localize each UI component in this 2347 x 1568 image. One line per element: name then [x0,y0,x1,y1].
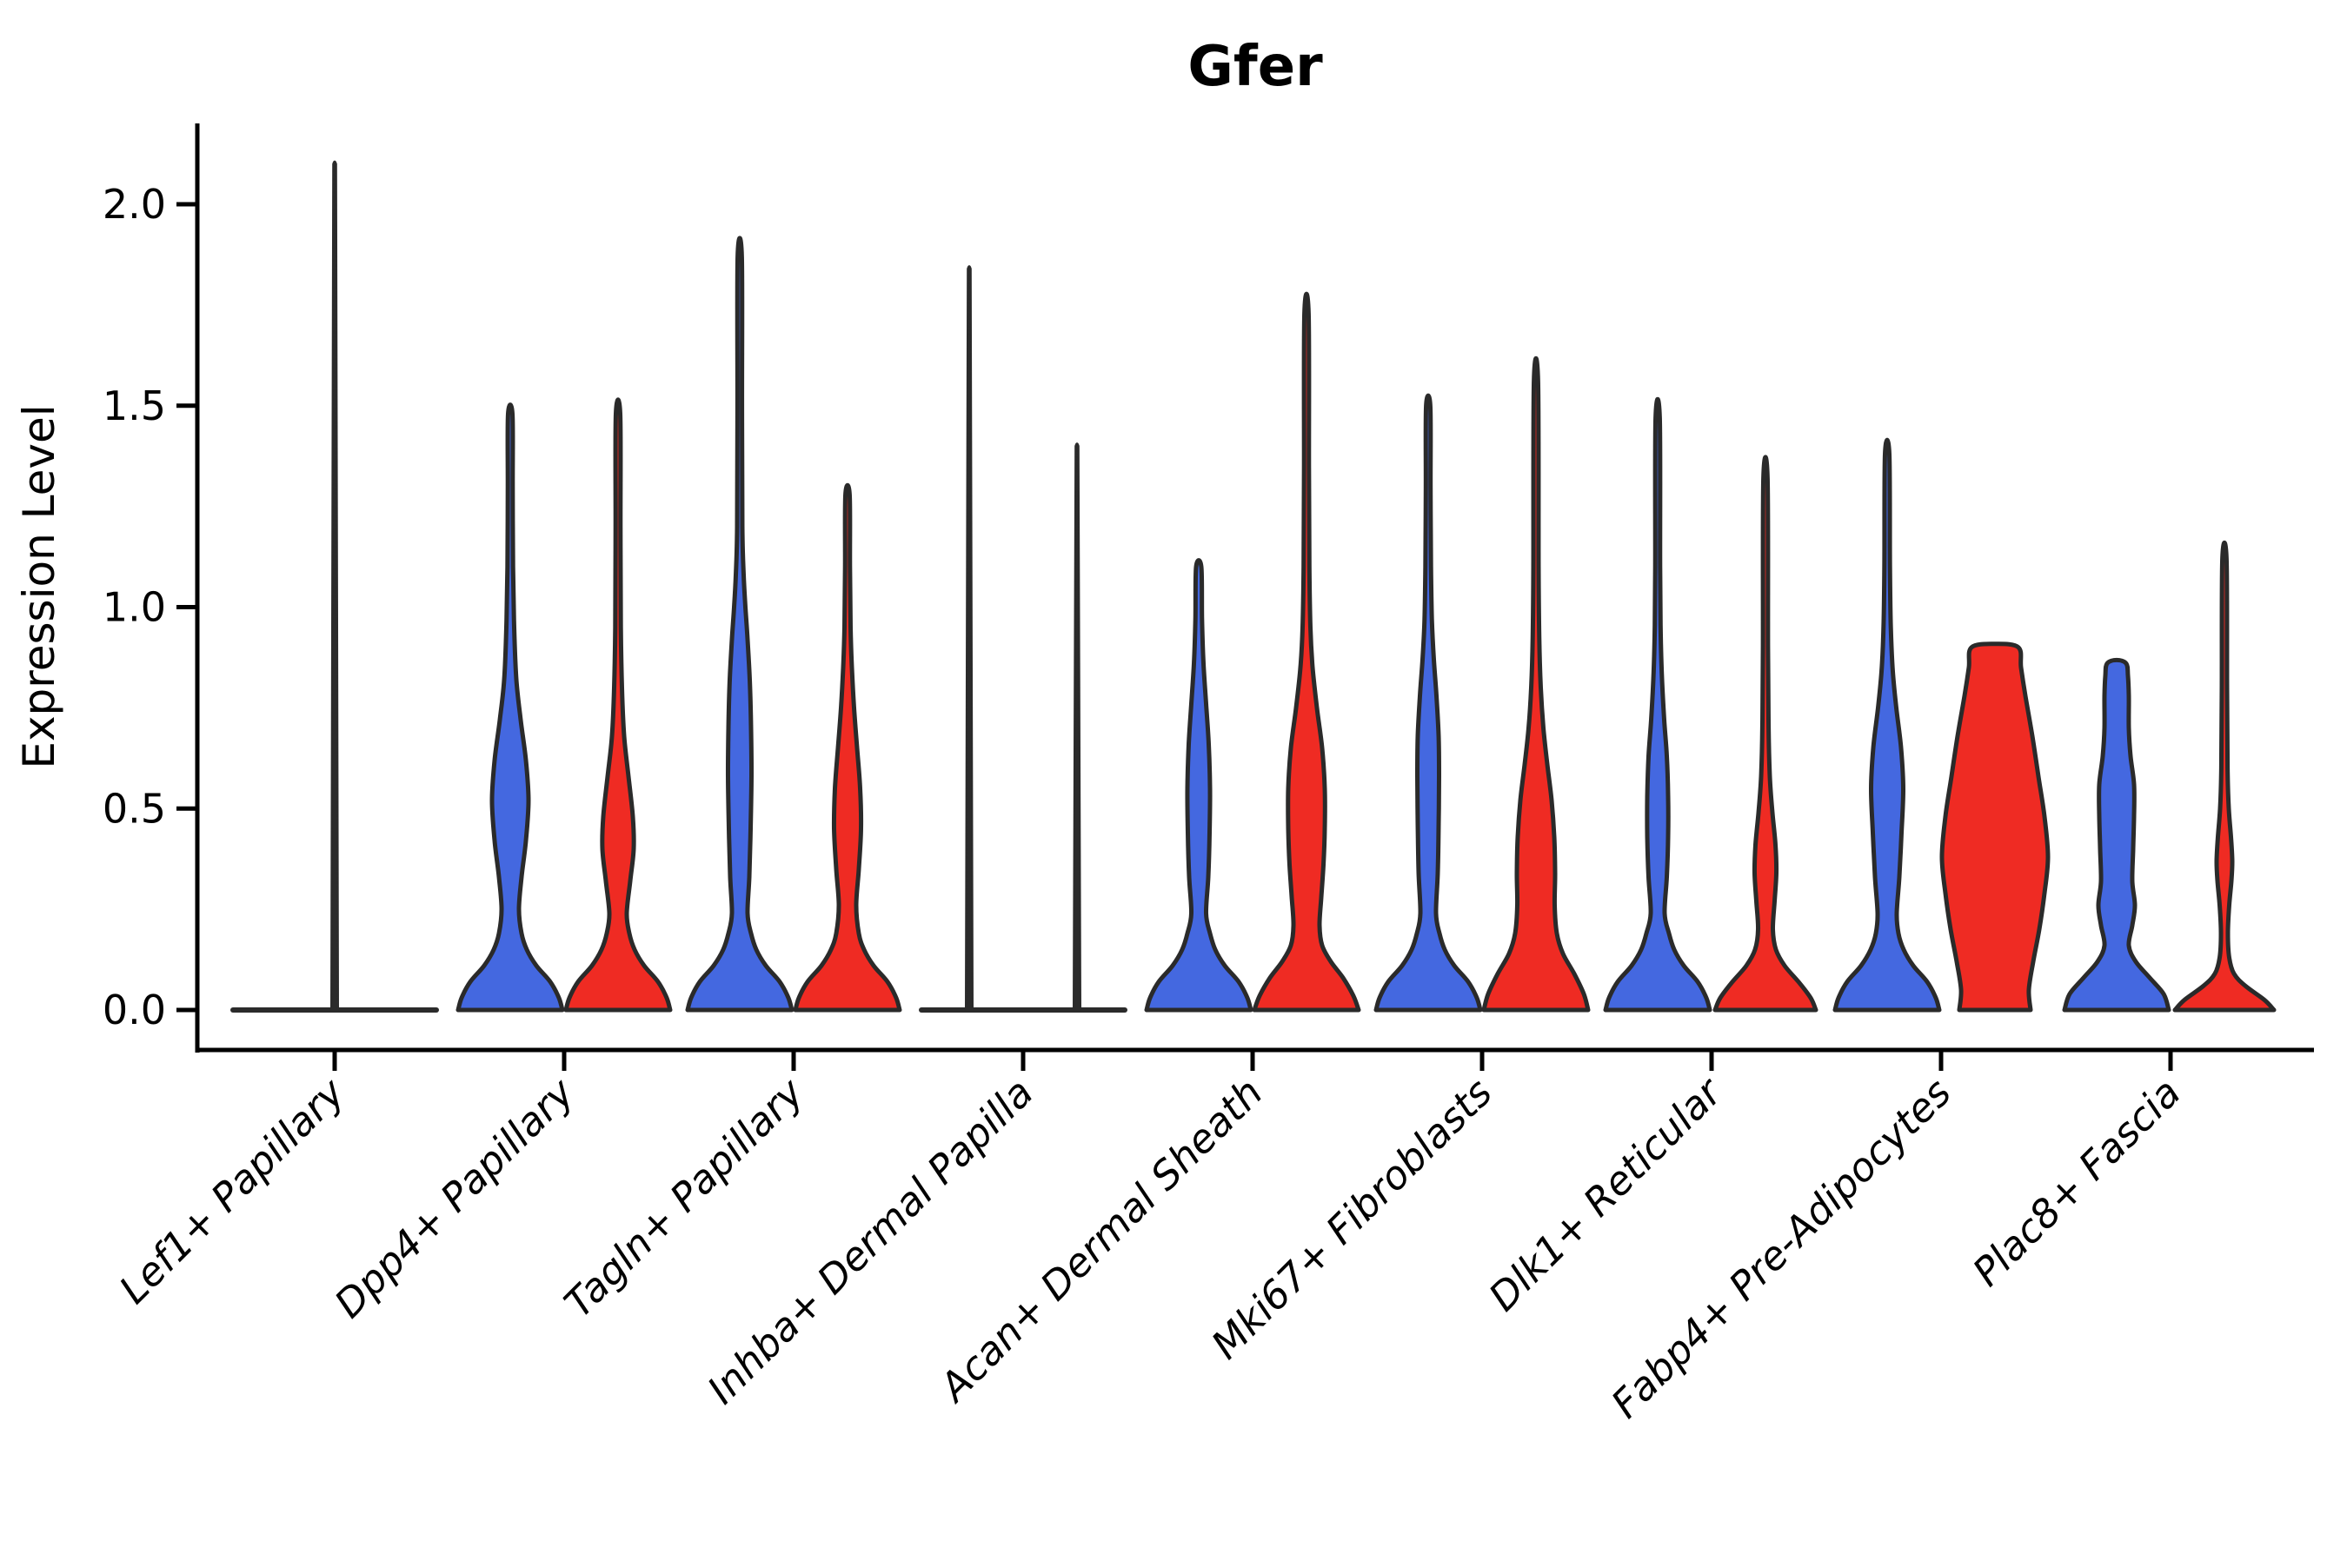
y-axis-label: Expression Level [14,404,64,768]
y-tick-label: 1.0 [103,584,166,631]
y-tick-label: 2.0 [103,181,166,228]
x-tick-label: Lef1+ Papillary [110,1068,355,1312]
collapsed-violin-baseline [919,1007,1127,1013]
chart-title: Gfer [1187,35,1323,99]
violin-red [1712,455,1818,1013]
violin-red [793,482,902,1013]
violin-blue [455,402,565,1013]
y-tick-label: 0.5 [103,785,166,832]
violin-spike [1073,442,1081,1011]
violin-red [563,397,673,1013]
violin-blue [1373,393,1483,1013]
violin-blue [1603,396,1712,1013]
x-tick-label: Tagln+ Papillary [555,1068,814,1326]
violin-series-group [230,160,2277,1013]
x-tick-label: Dpp4+ Papillary [326,1068,584,1326]
violin-blue [1144,558,1253,1013]
violin-blue [2062,657,2171,1013]
y-tick-label: 0.0 [103,987,166,1033]
violin-spike [330,160,339,1011]
x-tick-label: Dlk1+ Reticular [1479,1068,1732,1320]
y-tick-label: 1.5 [103,382,166,429]
violin-blue [1832,437,1942,1013]
violin-blue [685,236,795,1013]
violin-red [1252,291,1361,1013]
y-axis-ticks-group: 0.0 0.5 1.0 1.5 2.0 [103,181,197,1033]
violin-red [1481,356,1591,1013]
x-tick-label: Plac8+ Fascia [1964,1069,2190,1295]
violin-red [1939,641,2051,1013]
violin-spike [965,265,974,1011]
violin-red [2172,540,2277,1013]
